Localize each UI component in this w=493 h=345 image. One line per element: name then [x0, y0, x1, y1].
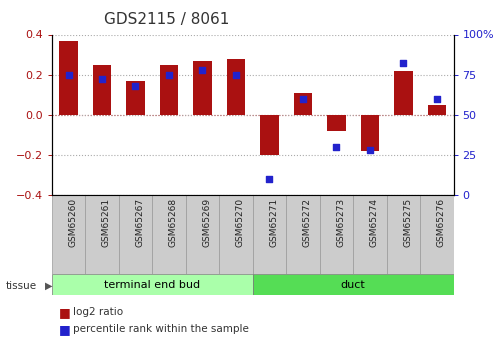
- Text: GSM65276: GSM65276: [437, 198, 446, 247]
- Point: [433, 96, 441, 101]
- Text: GSM65260: GSM65260: [69, 198, 77, 247]
- Text: GSM65268: GSM65268: [169, 198, 178, 247]
- Point: [366, 147, 374, 153]
- Bar: [394, 71, 413, 115]
- Point: [299, 96, 307, 101]
- Point: [265, 176, 273, 181]
- Text: GSM65261: GSM65261: [102, 198, 111, 247]
- Point: [132, 83, 140, 89]
- Bar: [252, 274, 454, 295]
- Bar: [361, 115, 379, 151]
- Text: duct: duct: [341, 280, 365, 289]
- Bar: [186, 195, 219, 274]
- Text: GSM65273: GSM65273: [336, 198, 346, 247]
- Point: [199, 67, 207, 72]
- Text: tissue: tissue: [6, 281, 37, 290]
- Point: [165, 72, 173, 77]
- Point: [65, 72, 72, 77]
- Text: ■: ■: [59, 323, 71, 336]
- Text: ▶: ▶: [45, 281, 53, 290]
- Point: [332, 144, 340, 150]
- Bar: [420, 195, 454, 274]
- Text: GSM65269: GSM65269: [203, 198, 211, 247]
- Text: log2 ratio: log2 ratio: [73, 307, 123, 317]
- Bar: [93, 65, 111, 115]
- Bar: [160, 65, 178, 115]
- Bar: [294, 93, 312, 115]
- Bar: [427, 105, 446, 115]
- Bar: [193, 61, 211, 115]
- Text: GDS2115 / 8061: GDS2115 / 8061: [104, 12, 229, 27]
- Text: terminal end bud: terminal end bud: [104, 280, 200, 289]
- Bar: [52, 274, 252, 295]
- Bar: [353, 195, 387, 274]
- Bar: [59, 40, 78, 115]
- Bar: [219, 195, 252, 274]
- Text: GSM65271: GSM65271: [269, 198, 279, 247]
- Text: GSM65275: GSM65275: [403, 198, 412, 247]
- Bar: [387, 195, 420, 274]
- Bar: [260, 115, 279, 155]
- Point: [98, 77, 106, 82]
- Point: [232, 72, 240, 77]
- Text: GSM65267: GSM65267: [136, 198, 144, 247]
- Bar: [286, 195, 319, 274]
- Text: GSM65272: GSM65272: [303, 198, 312, 247]
- Text: ■: ■: [59, 306, 71, 319]
- Text: GSM65270: GSM65270: [236, 198, 245, 247]
- Bar: [119, 195, 152, 274]
- Bar: [252, 195, 286, 274]
- Point: [399, 61, 407, 66]
- Bar: [327, 115, 346, 131]
- Text: GSM65274: GSM65274: [370, 198, 379, 247]
- Bar: [52, 195, 85, 274]
- Bar: [319, 195, 353, 274]
- Text: percentile rank within the sample: percentile rank within the sample: [73, 325, 249, 334]
- Bar: [227, 59, 245, 115]
- Bar: [152, 195, 186, 274]
- Bar: [126, 81, 144, 115]
- Bar: [85, 195, 119, 274]
